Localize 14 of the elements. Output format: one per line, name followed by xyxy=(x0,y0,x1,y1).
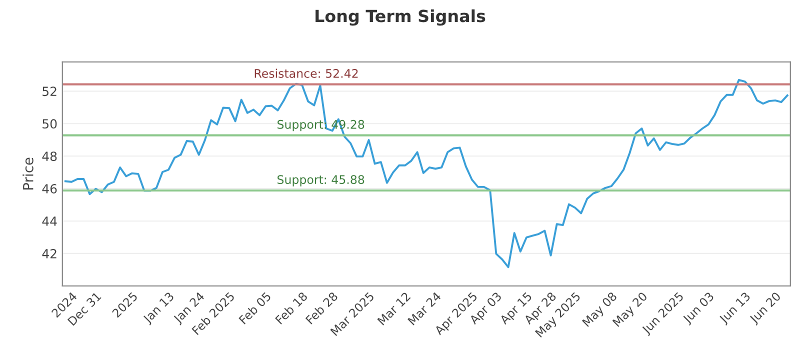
y-tick-label: 44 xyxy=(42,216,57,226)
y-tick-label: 42 xyxy=(42,248,56,258)
y-axis-title: Price xyxy=(22,158,34,190)
ref-line-label: Resistance: 52.42 xyxy=(254,68,358,78)
chart-title: Long Term Signals xyxy=(316,9,486,26)
y-tick-label: 52 xyxy=(42,86,56,96)
y-tick-label: 48 xyxy=(42,152,57,162)
x-tick-label: Feb 05 xyxy=(238,292,272,325)
x-tick-label: Jun 03 xyxy=(682,292,716,326)
line-series xyxy=(64,78,788,268)
ref-line-label: Support: 45.88 xyxy=(278,175,364,186)
y-tick-label: 46 xyxy=(42,184,57,194)
x-tick-label: Jun 20 xyxy=(748,292,783,326)
y-tick-label: 50 xyxy=(42,119,57,129)
